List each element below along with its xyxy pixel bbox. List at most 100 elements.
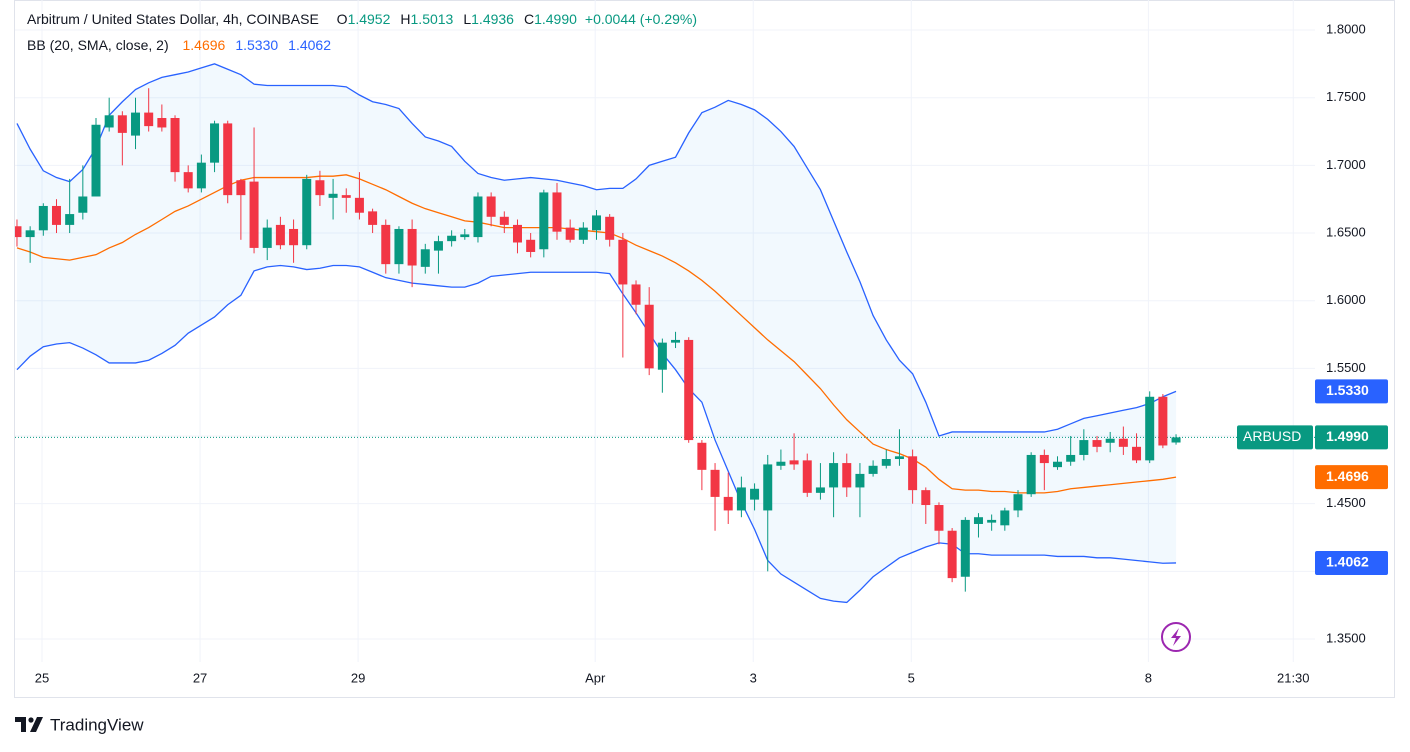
candle-body [433, 241, 443, 251]
ohlc-key: H [400, 11, 410, 27]
candle-body [789, 460, 799, 465]
candle-body [631, 284, 641, 305]
candle-body [592, 215, 602, 231]
bb-price-label: 1.5330 [1326, 382, 1369, 398]
plot-area [15, 63, 1315, 604]
bb-line [16, 63, 1177, 437]
symbol-title: Arbitrum / United States Dollar, 4h, COI… [27, 11, 319, 27]
candle-body [894, 456, 904, 460]
candle-body [1026, 454, 1036, 495]
logo: TradingView [15, 715, 144, 734]
candle-body [210, 123, 220, 163]
candle-body [829, 463, 839, 488]
candle-body [499, 216, 509, 225]
candle-body [723, 496, 733, 511]
price-axis: 1.80001.75001.70001.65001.60001.55001.50… [35, 21, 1388, 685]
candle-body [249, 181, 259, 248]
candle-body [526, 239, 536, 252]
candle-body [644, 304, 654, 369]
bb-price-label: 1.4062 [1326, 554, 1369, 570]
ohlc-value: 1.4952 [348, 11, 391, 27]
candle-body [697, 442, 707, 470]
candle-body [157, 118, 167, 128]
candle-body [578, 227, 588, 240]
candle-body [1158, 396, 1168, 446]
candle-body [618, 239, 628, 285]
candle-body [1000, 510, 1010, 526]
candle-body [1118, 438, 1128, 447]
bb-legend: BB (20, SMA, close, 2) 1.4696 1.5330 1.406… [27, 37, 331, 53]
bb-value: 1.5330 [235, 37, 278, 53]
symbol-box [1237, 425, 1313, 450]
candle-body [104, 115, 114, 128]
bb-price-box [1315, 379, 1388, 404]
ohlc-key: C [524, 11, 534, 27]
candle-body [183, 172, 193, 189]
candle-body [420, 249, 430, 267]
bb-line [16, 264, 1177, 604]
bb-price-box [1315, 550, 1388, 575]
x-tick-label: 8 [1145, 670, 1152, 685]
candle-body [750, 488, 760, 500]
candle-body [1053, 461, 1063, 468]
alert-circle[interactable] [1161, 622, 1191, 652]
candle-body [131, 112, 141, 136]
ohlc-value: 1.4936 [471, 11, 514, 27]
grid [15, 0, 1315, 662]
candle-body [117, 115, 127, 133]
candle-body [25, 230, 35, 238]
candle-body [1013, 494, 1023, 511]
candle-body [802, 460, 812, 493]
candle-body [1039, 454, 1049, 464]
candle-body [736, 487, 746, 511]
candle-body [275, 224, 285, 246]
candle-body [262, 227, 272, 248]
candle-body [684, 339, 694, 441]
candle-body [1171, 437, 1181, 443]
y-tick-label: 1.7000 [1326, 157, 1366, 172]
candle-body [1145, 396, 1155, 461]
candle-body [1066, 454, 1076, 462]
candle-body [552, 192, 562, 232]
candle-body [1079, 440, 1089, 455]
candle-body [144, 112, 154, 127]
y-tick-label: 1.6500 [1326, 224, 1366, 239]
x-tick-label: 3 [750, 670, 757, 685]
bb-price-box [1315, 465, 1388, 490]
alert-icon[interactable] [1161, 622, 1191, 652]
y-tick-label: 1.3500 [1326, 630, 1366, 645]
logo-mark [15, 717, 43, 732]
candle-body [15, 226, 22, 238]
candle-body [354, 197, 364, 213]
candle-body [947, 530, 957, 579]
candle-body [170, 118, 180, 173]
candle-body [1092, 440, 1102, 447]
candle-body [223, 123, 233, 196]
candle-body [973, 517, 983, 524]
candle-body [1132, 446, 1142, 461]
candle-body [908, 456, 918, 491]
ohlc-key: O [337, 11, 348, 27]
candle-body [196, 162, 206, 189]
candle-body [236, 180, 246, 196]
ohlc-value: 1.5013 [411, 11, 454, 27]
change: +0.0044 (+0.29%) [585, 11, 697, 27]
candle-body [460, 234, 470, 238]
header: Arbitrum / United States Dollar, 4h, COI… [27, 11, 697, 27]
bb-price-label: 1.4696 [1326, 468, 1369, 484]
candle-body [960, 519, 970, 577]
y-tick-label: 1.7500 [1326, 89, 1366, 104]
candle-body [934, 505, 944, 531]
candle-body [855, 473, 865, 488]
ohlc-value: 1.4990 [534, 11, 577, 27]
candle-body [394, 228, 404, 265]
candle-body [65, 214, 75, 225]
candle-body [289, 228, 299, 246]
logo-dot [28, 717, 34, 723]
x-tick-label: Apr [585, 670, 606, 685]
x-tick-label: 21:30 [1277, 670, 1310, 685]
x-tick-label: 27 [193, 670, 207, 685]
y-tick-label: 1.6000 [1326, 292, 1366, 307]
alert-bolt[interactable] [1171, 628, 1181, 646]
